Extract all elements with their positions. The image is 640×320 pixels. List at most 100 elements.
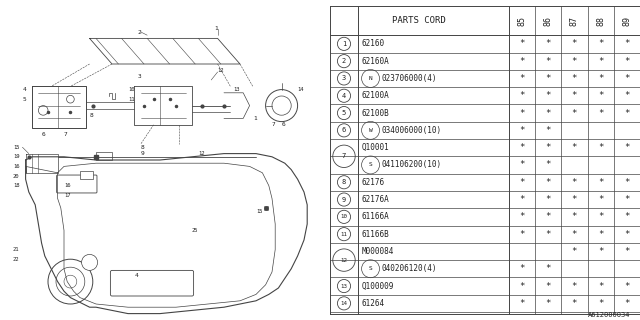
Text: 1: 1 bbox=[214, 26, 218, 31]
Text: S: S bbox=[369, 163, 372, 167]
Circle shape bbox=[82, 254, 98, 270]
Text: 62100A: 62100A bbox=[362, 91, 389, 100]
Text: 4: 4 bbox=[22, 87, 26, 92]
Text: 18: 18 bbox=[13, 183, 19, 188]
Text: *: * bbox=[572, 212, 577, 221]
Circle shape bbox=[337, 176, 351, 189]
Text: *: * bbox=[572, 39, 577, 48]
Text: 17: 17 bbox=[64, 193, 70, 198]
Text: 20: 20 bbox=[13, 173, 19, 179]
Text: *: * bbox=[519, 299, 525, 308]
Text: *: * bbox=[598, 178, 604, 187]
Text: *: * bbox=[624, 230, 630, 239]
Text: *: * bbox=[545, 230, 551, 239]
Circle shape bbox=[337, 297, 351, 310]
Circle shape bbox=[337, 210, 351, 223]
Text: Q10001: Q10001 bbox=[362, 143, 389, 152]
Text: 85: 85 bbox=[517, 16, 527, 26]
Text: 15: 15 bbox=[13, 145, 19, 150]
Text: *: * bbox=[598, 91, 604, 100]
Text: *: * bbox=[598, 39, 604, 48]
Text: *: * bbox=[545, 299, 551, 308]
Text: 7: 7 bbox=[64, 132, 68, 137]
Text: 12: 12 bbox=[340, 258, 348, 263]
Text: 040206120(4): 040206120(4) bbox=[381, 264, 436, 273]
Text: *: * bbox=[519, 91, 525, 100]
Text: 15: 15 bbox=[256, 209, 262, 214]
Text: *: * bbox=[572, 108, 577, 117]
Circle shape bbox=[38, 106, 48, 115]
Text: 62160: 62160 bbox=[362, 39, 385, 48]
Text: 1: 1 bbox=[342, 41, 346, 47]
Text: 5: 5 bbox=[22, 97, 26, 102]
Text: 22: 22 bbox=[13, 257, 19, 262]
Text: *: * bbox=[519, 195, 525, 204]
Text: 8: 8 bbox=[342, 179, 346, 185]
Text: N: N bbox=[369, 76, 372, 81]
Text: *: * bbox=[545, 195, 551, 204]
Text: S: S bbox=[369, 266, 372, 271]
Text: 13: 13 bbox=[234, 87, 240, 92]
Text: 6: 6 bbox=[42, 132, 45, 137]
Text: 034006000(10): 034006000(10) bbox=[381, 126, 441, 135]
Bar bbox=[80, 171, 93, 179]
Text: *: * bbox=[545, 178, 551, 187]
Text: 1: 1 bbox=[253, 116, 257, 121]
Circle shape bbox=[67, 95, 74, 103]
Text: *: * bbox=[624, 178, 630, 187]
Text: *: * bbox=[598, 282, 604, 291]
Text: *: * bbox=[545, 108, 551, 117]
Text: 4: 4 bbox=[134, 273, 138, 278]
Text: *: * bbox=[598, 299, 604, 308]
Text: 6: 6 bbox=[342, 127, 346, 133]
Text: *: * bbox=[545, 264, 551, 273]
Text: *: * bbox=[572, 282, 577, 291]
Text: 16: 16 bbox=[64, 183, 70, 188]
Text: 19: 19 bbox=[13, 154, 19, 159]
Text: *: * bbox=[545, 39, 551, 48]
Text: *: * bbox=[624, 212, 630, 221]
Text: Q100009: Q100009 bbox=[362, 282, 394, 291]
Text: 3: 3 bbox=[138, 74, 141, 79]
Text: *: * bbox=[624, 282, 630, 291]
Text: *: * bbox=[545, 126, 551, 135]
Text: *: * bbox=[572, 230, 577, 239]
Text: 041106200(10): 041106200(10) bbox=[381, 160, 441, 170]
Text: 3: 3 bbox=[342, 76, 346, 82]
Text: *: * bbox=[519, 230, 525, 239]
Text: 11: 11 bbox=[128, 97, 134, 102]
Text: 6: 6 bbox=[282, 122, 285, 127]
Text: 9: 9 bbox=[141, 151, 145, 156]
Circle shape bbox=[333, 145, 355, 167]
Circle shape bbox=[337, 37, 351, 51]
Text: *: * bbox=[545, 143, 551, 152]
Text: *: * bbox=[624, 108, 630, 117]
Text: *: * bbox=[624, 195, 630, 204]
Text: 62176: 62176 bbox=[362, 178, 385, 187]
Text: 86: 86 bbox=[543, 16, 553, 26]
Text: 62100B: 62100B bbox=[362, 108, 389, 117]
Text: 61264: 61264 bbox=[362, 299, 385, 308]
Text: *: * bbox=[519, 264, 525, 273]
Text: 8: 8 bbox=[90, 113, 93, 118]
Text: *: * bbox=[572, 178, 577, 187]
Text: *: * bbox=[624, 91, 630, 100]
Text: *: * bbox=[624, 143, 630, 152]
Text: *: * bbox=[572, 299, 577, 308]
Text: 12: 12 bbox=[198, 151, 205, 156]
Text: *: * bbox=[572, 57, 577, 66]
Text: 21: 21 bbox=[13, 247, 19, 252]
Text: 2: 2 bbox=[138, 29, 141, 35]
Text: PARTS CORD: PARTS CORD bbox=[392, 16, 446, 25]
Text: A612000034: A612000034 bbox=[588, 312, 630, 318]
Text: *: * bbox=[519, 57, 525, 66]
Text: *: * bbox=[624, 299, 630, 308]
Text: *: * bbox=[572, 247, 577, 256]
Circle shape bbox=[64, 275, 77, 288]
Text: 10: 10 bbox=[340, 214, 348, 219]
Bar bbox=[96, 152, 112, 160]
Circle shape bbox=[362, 121, 380, 139]
Text: 12: 12 bbox=[218, 68, 224, 73]
Circle shape bbox=[266, 90, 298, 122]
Circle shape bbox=[56, 267, 85, 296]
